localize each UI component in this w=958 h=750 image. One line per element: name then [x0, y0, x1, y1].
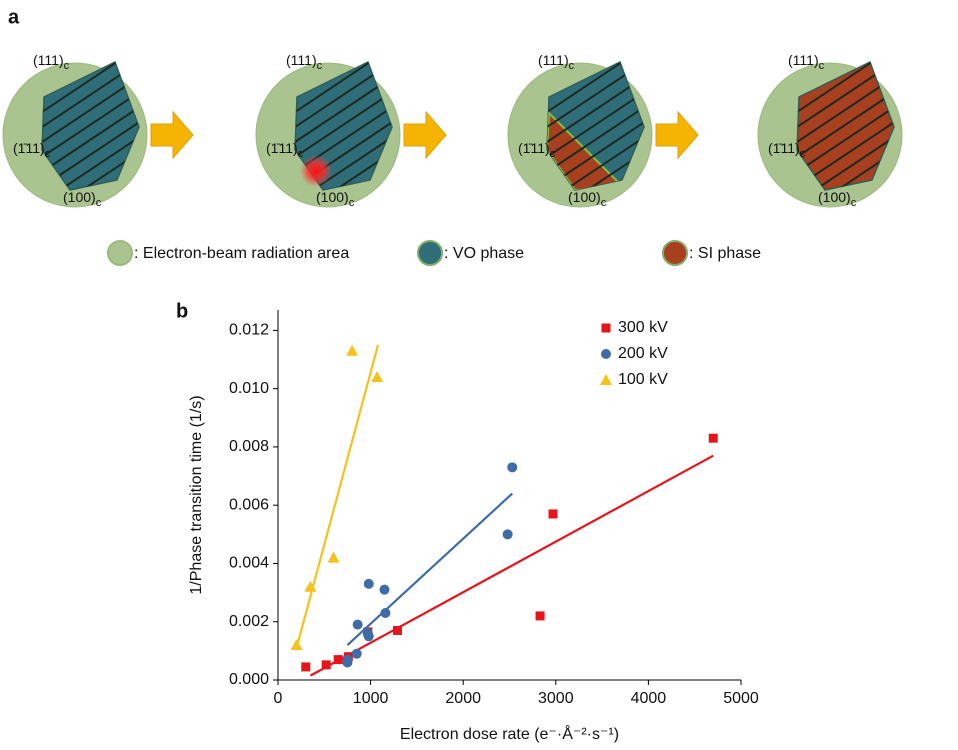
facet-sub: c — [96, 197, 102, 209]
point — [346, 345, 358, 356]
fit-line — [297, 345, 378, 648]
facet-sub: c — [851, 197, 857, 209]
panel-a: (111)c(1̄11)c(100)c(111)c(1̄11)c(100)c(1… — [0, 0, 920, 315]
point — [301, 662, 310, 671]
point — [352, 649, 362, 659]
point — [364, 631, 374, 641]
beam-spot — [300, 155, 332, 187]
legend-label: : Electron-beam radiation area — [134, 245, 349, 262]
facet-sub: c — [800, 148, 806, 160]
x-tick-label: 2000 — [445, 690, 481, 707]
facet-sub: c — [298, 148, 304, 160]
arrow — [404, 112, 446, 158]
legend-marker — [600, 374, 612, 385]
fit-line — [347, 494, 512, 645]
facet-sub: c — [317, 60, 323, 72]
facet-index: (100) — [818, 189, 851, 205]
facet-sub: c — [45, 148, 51, 160]
point — [507, 462, 517, 472]
legend-label: 100 kV — [618, 371, 668, 388]
facet-sub: c — [64, 60, 70, 72]
facet-index: (100) — [568, 189, 601, 205]
facet-index: (1̄11) — [768, 140, 800, 156]
y-tick-label: 0.006 — [229, 496, 269, 513]
fit-line — [310, 456, 713, 676]
legend-label: 200 kV — [618, 345, 668, 362]
x-axis-label: Electron dose rate (e⁻·Å⁻²·s⁻¹) — [400, 724, 619, 743]
legend-swatch — [418, 241, 442, 265]
facet-sub: c — [819, 60, 825, 72]
point — [393, 626, 402, 635]
point — [536, 611, 545, 620]
facet-sub: c — [569, 60, 575, 72]
point — [503, 529, 513, 539]
point — [379, 585, 389, 595]
facet-index: (111) — [538, 52, 569, 68]
figure: a (111)c(1̄11)c(100)c(111)c(1̄11)c(100)c… — [0, 0, 958, 750]
panel-b: 0.000 0.002 0.004 0.006 0.008 0.010 0.012 0 1000… — [188, 310, 759, 743]
facet-sub: c — [601, 197, 607, 209]
legend-swatch — [663, 241, 687, 265]
y-tick-label: 0.010 — [229, 380, 269, 397]
point — [342, 655, 352, 665]
series — [342, 462, 517, 667]
x-tick-label: 3000 — [538, 690, 574, 707]
legend-marker — [602, 324, 611, 333]
point — [709, 434, 718, 443]
arrow — [151, 112, 193, 158]
x-tick-label: 5000 — [723, 690, 759, 707]
facet-index: (1̄11) — [13, 140, 45, 156]
facet-index: (111) — [33, 52, 64, 68]
y-tick-label: 0.002 — [229, 613, 269, 630]
x-tick-label: 4000 — [631, 690, 667, 707]
point — [353, 620, 363, 630]
facet-sub: c — [349, 197, 355, 209]
panel-label: b — [176, 300, 188, 322]
y-tick-label: 0.000 — [229, 671, 269, 688]
facet-index: (100) — [316, 189, 349, 205]
point — [380, 608, 390, 618]
stripe — [740, 195, 920, 315]
x-tick-label: 1000 — [353, 690, 389, 707]
legend-label: 300 kV — [618, 319, 668, 336]
facet-index: (100) — [63, 189, 96, 205]
legend-marker — [601, 349, 611, 359]
legend-label: : VO phase — [444, 245, 524, 262]
facet-index: (111) — [286, 52, 317, 68]
x-tick-label: 0 — [274, 690, 283, 707]
y-tick-label: 0.008 — [229, 438, 269, 455]
point — [371, 371, 383, 382]
facet-index: (1̄11) — [518, 140, 550, 156]
facet-sub: c — [550, 148, 556, 160]
point — [549, 509, 558, 518]
point — [322, 660, 331, 669]
point — [364, 579, 374, 589]
y-axis-label: 1/Phase transition time (1/s) — [188, 395, 205, 594]
series — [291, 345, 384, 650]
facet-index: (1̄11) — [266, 140, 298, 156]
legend-label: : SI phase — [689, 245, 761, 262]
point — [291, 639, 303, 650]
panel-label: a — [8, 6, 20, 28]
y-tick-label: 0.004 — [229, 555, 269, 572]
point — [328, 552, 340, 563]
facet-index: (111) — [788, 52, 819, 68]
legend-swatch — [108, 241, 132, 265]
y-tick-label: 0.012 — [229, 322, 269, 339]
arrow — [656, 112, 698, 158]
point — [334, 655, 343, 664]
